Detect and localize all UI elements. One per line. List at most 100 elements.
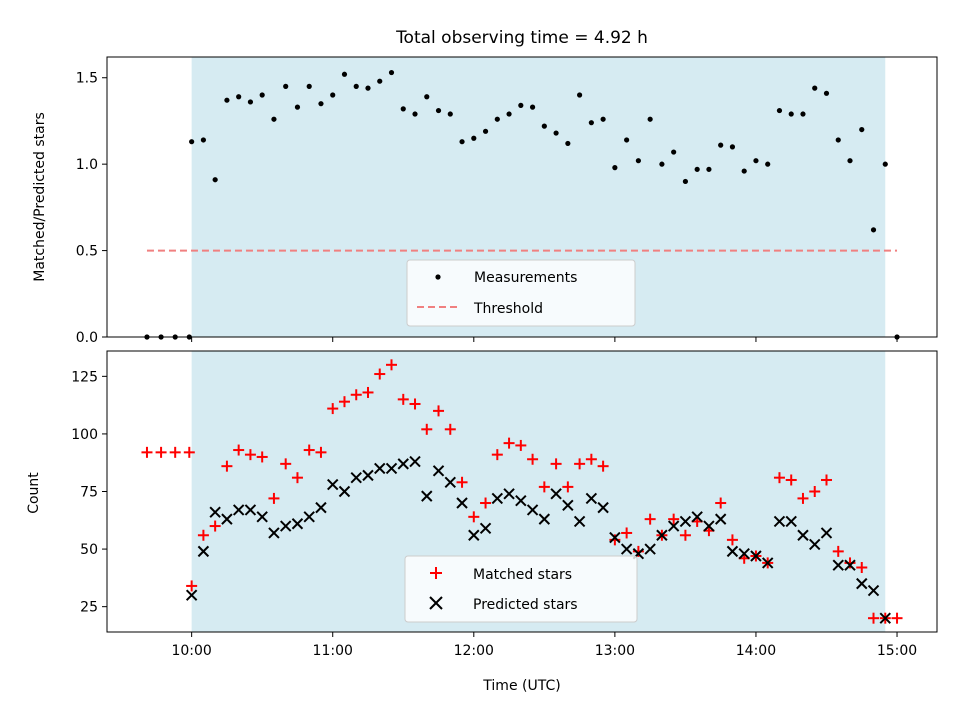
matched-star-point <box>233 444 245 456</box>
top-legend-box <box>406 259 636 327</box>
top-y-tick-label: 1.5 <box>76 71 98 87</box>
matched-star-point <box>480 497 492 509</box>
matched-star-point <box>503 437 515 449</box>
measurement-point <box>435 107 442 114</box>
bottom-x-tick-label: 13:00 <box>595 643 635 659</box>
matched-star-point <box>268 492 280 504</box>
bottom-legend-box <box>404 555 638 623</box>
measurement-points <box>144 69 900 340</box>
predicted-star-point <box>479 522 492 535</box>
matched-star-point <box>374 368 386 380</box>
measurement-point <box>788 111 794 117</box>
predicted-star-point <box>421 490 433 502</box>
predicted-star-point <box>232 504 245 516</box>
measurement-point <box>835 137 841 143</box>
matched-star-point <box>338 396 350 408</box>
matched-star-point <box>155 446 167 458</box>
top-panel: Total observing time = 4.92 h Matched/Pr… <box>32 28 938 346</box>
predicted-star-point <box>597 501 609 514</box>
top-y-tick-label: 0.5 <box>76 244 98 260</box>
predicted-star-point <box>432 465 445 477</box>
predicted-star-point <box>185 589 198 601</box>
matched-star-point <box>868 612 880 624</box>
predicted-star-point <box>644 543 656 555</box>
matched-star-point <box>444 423 456 435</box>
predicted-star-point <box>856 577 868 590</box>
measurement-point <box>189 139 195 145</box>
top-x-ticks <box>191 337 898 342</box>
matched-star-point <box>891 612 903 624</box>
measurement-point <box>482 128 489 134</box>
matched-star-point <box>726 534 738 546</box>
matched-star-point <box>668 513 680 525</box>
measurement-point <box>224 97 230 103</box>
predicted-star-point <box>515 495 527 507</box>
predicted-star-point <box>456 497 468 509</box>
measurement-point <box>718 142 724 148</box>
matched-star-point <box>574 458 586 470</box>
measurement-point <box>529 104 536 110</box>
top-legend: Measurements Threshold <box>406 259 636 327</box>
matched-star-point <box>832 545 844 557</box>
measurement-point <box>353 83 359 89</box>
x-axis-label: Time (UTC) <box>482 678 560 694</box>
matched-star-point <box>644 513 656 525</box>
measurement-point <box>870 227 877 233</box>
predicted-star-point <box>279 520 292 532</box>
predicted-stars-points <box>185 455 891 624</box>
measurement-point <box>553 130 559 136</box>
measurement-point <box>659 161 665 167</box>
predicted-star-point <box>879 612 891 624</box>
predicted-star-point <box>703 520 715 532</box>
matched-star-point <box>362 386 374 398</box>
measurement-point <box>600 116 606 122</box>
measurement-point <box>577 92 583 98</box>
measurement-point <box>847 158 853 164</box>
predicted-star-point <box>315 501 327 514</box>
measurement-point <box>283 83 289 89</box>
matched-star-point <box>715 497 727 509</box>
bottom-plot-frame <box>106 350 938 633</box>
predicted-star-point <box>256 511 268 523</box>
predicted-star-point <box>350 471 362 484</box>
top-y-tick-label: 1.0 <box>76 157 98 173</box>
bottom-y-ticks: 25 50 75 100 125 <box>71 369 107 616</box>
predicted-star-point <box>468 529 480 541</box>
measurement-point <box>271 116 277 122</box>
predicted-star-point <box>291 518 304 530</box>
matched-star-point <box>527 453 539 465</box>
predicted-star-point <box>444 476 456 488</box>
matched-star-point <box>515 439 527 451</box>
matched-star-point <box>221 460 233 472</box>
predicted-star-point <box>656 529 668 541</box>
matched-star-point <box>562 481 574 493</box>
matched-star-point <box>491 449 503 461</box>
predicted-star-point <box>209 506 221 518</box>
predicted-star-point <box>491 492 504 505</box>
matched-star-point <box>256 451 268 463</box>
matched-star-point <box>621 527 633 539</box>
matched-star-point <box>186 580 198 592</box>
matched-star-point <box>409 398 421 410</box>
measurement-point <box>812 85 818 91</box>
matched-star-point <box>809 486 821 497</box>
predicted-star-point <box>385 462 398 475</box>
predicted-star-point <box>620 543 633 555</box>
measurement-point <box>212 177 218 183</box>
measurement-point <box>859 126 865 133</box>
matched-star-point <box>785 474 797 486</box>
measurement-point <box>494 116 500 122</box>
bottom-y-axis-label: Count <box>26 472 42 514</box>
measurement-point <box>200 137 207 143</box>
matched-star-point <box>397 393 409 405</box>
predicted-star-point <box>538 513 551 525</box>
matched-star-point <box>327 403 339 415</box>
predicted-star-point <box>762 557 774 569</box>
predicted-star-point <box>714 513 727 525</box>
matched-star-point <box>433 405 445 417</box>
measurement-point <box>612 165 618 171</box>
predicted-star-point <box>679 515 692 528</box>
legend-measurements-label: Measurements <box>474 270 577 286</box>
legend-matched-label: Matched stars <box>473 567 572 583</box>
bottom-x-tick-label: 15:00 <box>877 643 917 659</box>
